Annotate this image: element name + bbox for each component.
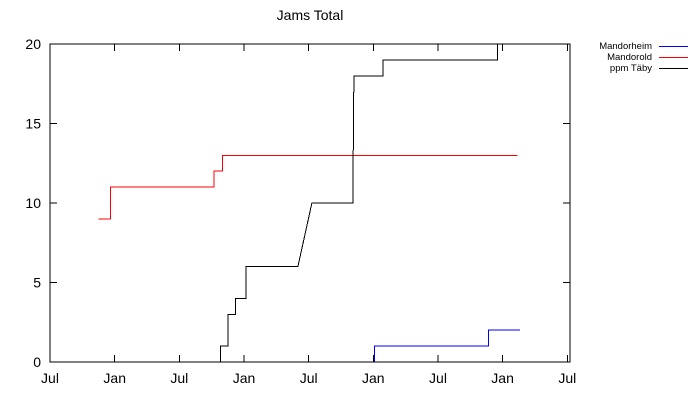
legend-label-ppm-taby: ppm Täby <box>609 63 652 74</box>
legend-item-mandorheim: Mandorheim <box>599 41 688 52</box>
x-tick-label: Jan <box>362 370 385 386</box>
chart-title: Jams Total <box>276 7 344 23</box>
y-tick-label: 15 <box>25 116 41 132</box>
x-tick-label: Jul <box>170 370 188 386</box>
series-line-mandorold <box>98 154 518 220</box>
y-tick-label: 5 <box>33 275 41 291</box>
y-tick-label: 0 <box>33 354 41 370</box>
legend-label-mandorold: Mandorold <box>607 52 652 63</box>
legend-line-swatch-black <box>659 68 688 69</box>
y-tick-label: 10 <box>25 195 41 211</box>
legend-item-ppm-taby: ppm Täby <box>599 63 688 74</box>
legend-item-mandorold: Mandorold <box>599 52 688 63</box>
x-tick-label: Jan <box>233 370 256 386</box>
x-tick-label: Jan <box>103 370 126 386</box>
x-tick-label: Jul <box>558 370 576 386</box>
series-line-mandorheim <box>373 329 520 362</box>
legend-label-mandorheim: Mandorheim <box>599 41 652 52</box>
y-tick-label: 20 <box>25 36 41 52</box>
x-tick-label: Jan <box>491 370 514 386</box>
x-tick-label: Jul <box>429 370 447 386</box>
legend: Mandorheim Mandorold ppm Täby <box>599 41 688 74</box>
legend-line-swatch-blue <box>659 46 688 47</box>
plot-border <box>49 43 571 363</box>
x-tick-label: Jul <box>41 370 59 386</box>
legend-line-swatch-red <box>659 57 688 58</box>
x-tick-label: Jul <box>300 370 318 386</box>
series-line-ppm-t-by <box>219 43 520 362</box>
